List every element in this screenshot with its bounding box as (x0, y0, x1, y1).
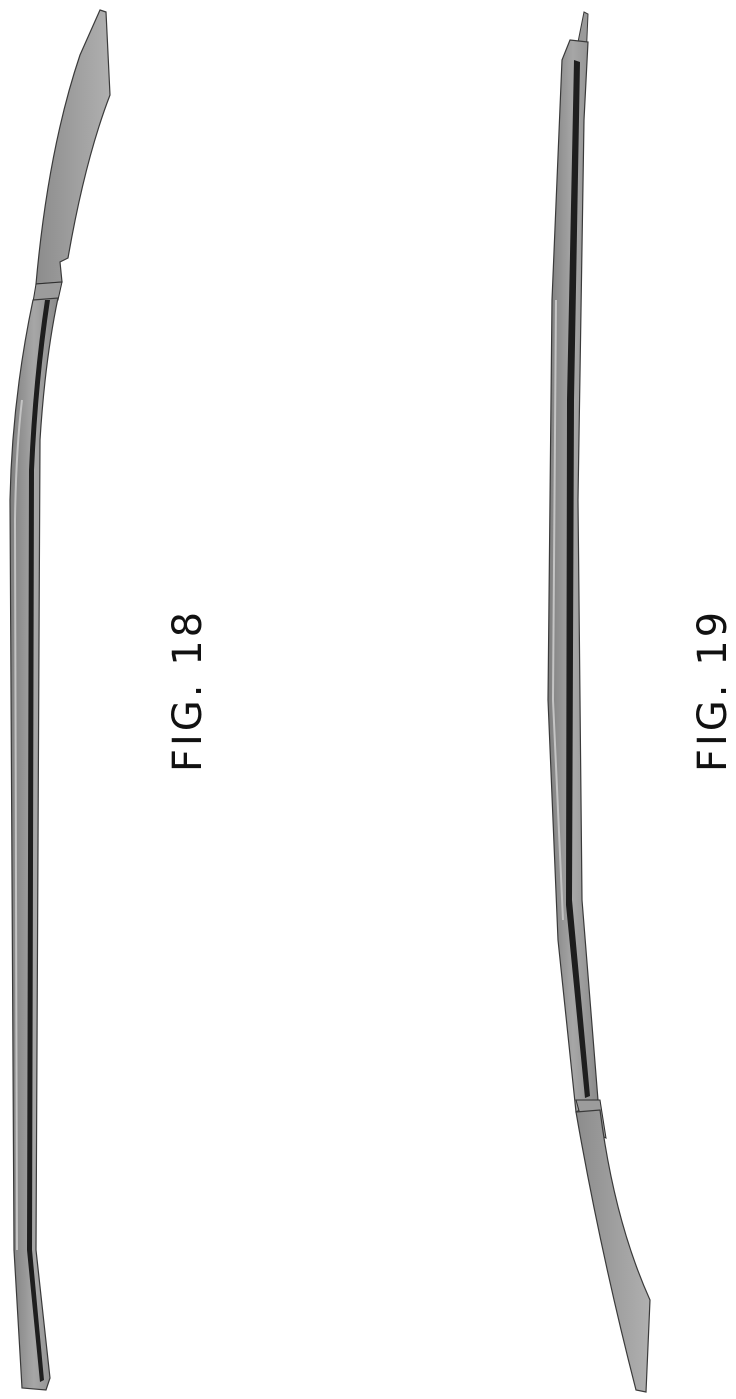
fig-19-label: FIG. 19 (690, 609, 736, 772)
fig-18-label: FIG. 18 (165, 609, 211, 772)
fig-19-end-cap (576, 1110, 650, 1392)
fig-18-end-cap (36, 10, 110, 284)
fig-18-drawing (10, 10, 110, 1390)
fig-19-drawing (548, 12, 650, 1392)
